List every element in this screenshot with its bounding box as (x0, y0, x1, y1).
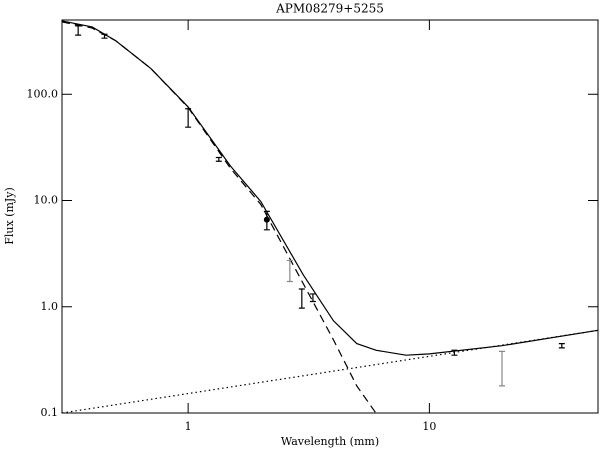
x-tick-label: 10 (422, 420, 436, 433)
error-bar (286, 259, 293, 283)
error-bar (298, 288, 305, 309)
error-bar (309, 293, 316, 303)
y-tick-label: 10.0 (34, 194, 59, 207)
model-curve (62, 20, 598, 356)
model-curve (62, 329, 598, 413)
y-axis-label: Flux (mJy) (3, 187, 16, 245)
error-bar (75, 25, 82, 36)
x-axis-label: Wavelength (mm) (281, 435, 379, 448)
error-bar (185, 108, 192, 128)
error-bar (558, 342, 565, 349)
model-curve (62, 21, 377, 413)
plot-frame (61, 19, 599, 414)
error-bar (451, 349, 458, 356)
y-tick-label: 100.0 (27, 87, 59, 100)
data-point (263, 216, 270, 223)
error-bar (499, 350, 506, 387)
chart-title: APM08279+5255 (275, 2, 384, 16)
error-bar (101, 33, 108, 39)
error-bar (215, 156, 222, 162)
x-tick-label: 1 (185, 420, 192, 433)
y-tick-label: 1.0 (41, 300, 59, 313)
y-tick-label: 0.1 (41, 406, 59, 419)
